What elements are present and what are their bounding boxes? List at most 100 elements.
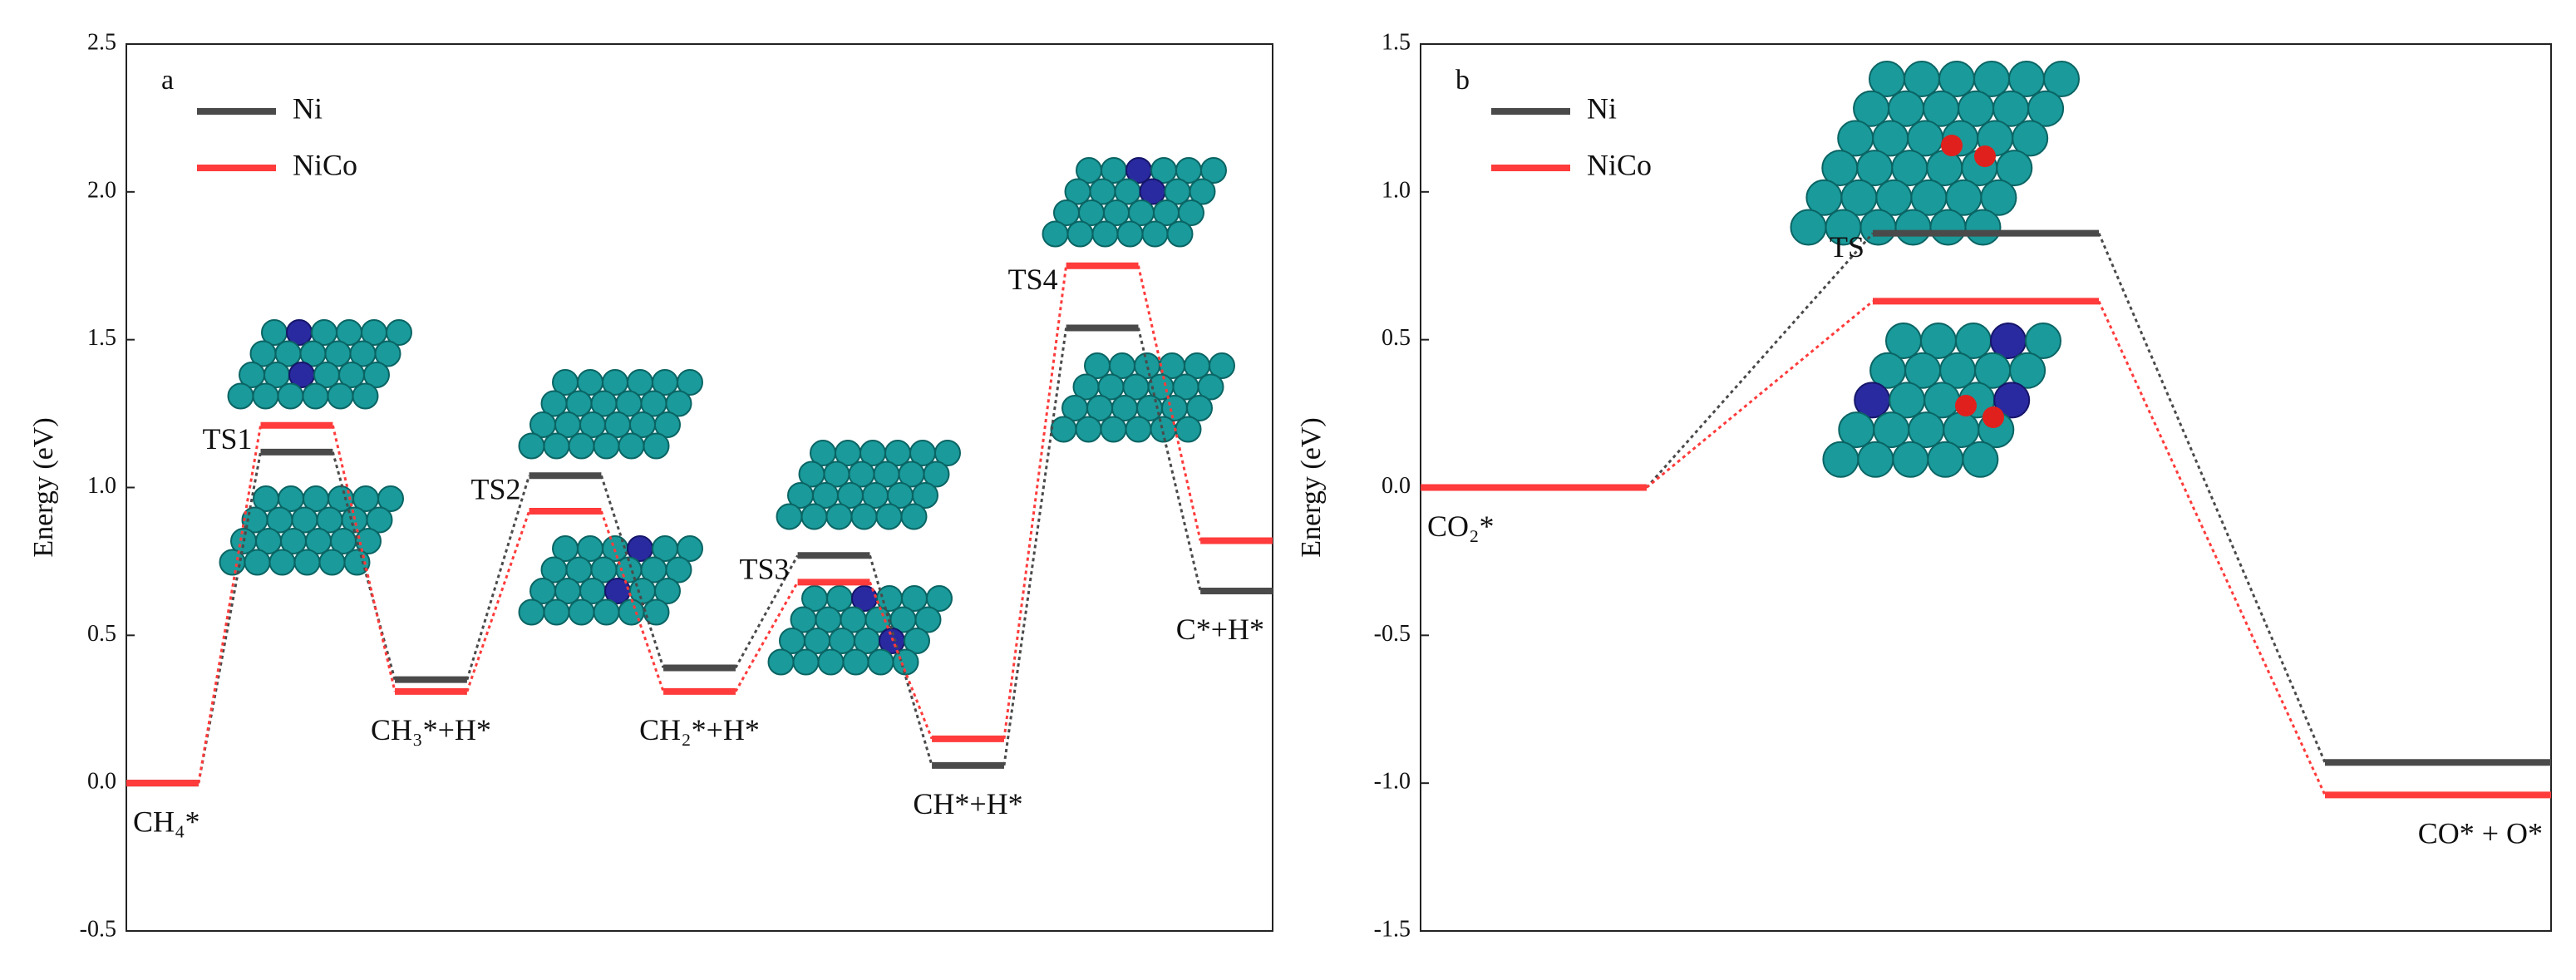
atom (318, 549, 346, 576)
state-label: TS (1830, 230, 1864, 263)
state-label: TS1 (202, 422, 252, 456)
atom (1197, 373, 1224, 401)
atom (875, 503, 903, 530)
atom (518, 432, 545, 460)
atom (2025, 323, 2061, 359)
atom (2027, 90, 2065, 127)
atom (1964, 209, 2002, 246)
atom (1091, 220, 1119, 248)
atom (1116, 220, 1144, 248)
atom (1962, 441, 1999, 478)
atom (252, 382, 279, 410)
atom (1050, 416, 1077, 443)
panel-label: a (161, 65, 174, 96)
connector (197, 425, 262, 784)
atom (776, 503, 803, 530)
y-tick-label: 0.0 (1382, 473, 1411, 499)
atom (665, 556, 692, 584)
atom (1141, 220, 1169, 248)
connector (1002, 265, 1068, 740)
atom (1996, 150, 2033, 187)
y-tick-label: 1.0 (87, 473, 116, 499)
atom (2043, 61, 2080, 97)
connector (2097, 300, 2327, 796)
atom (377, 485, 404, 512)
atom (386, 319, 412, 346)
atom (518, 598, 545, 626)
y-tick-label: 0.5 (87, 621, 116, 647)
legend-label: Ni (293, 91, 323, 125)
connector (869, 581, 933, 740)
connector (600, 510, 665, 692)
atom (1042, 220, 1069, 248)
atom (1066, 220, 1094, 248)
connector (2097, 233, 2327, 763)
atom (934, 440, 961, 466)
y-tick-label: -0.5 (80, 916, 116, 942)
state-label: CH₃*+H* (371, 713, 491, 746)
connector (465, 475, 530, 681)
atom (867, 648, 894, 676)
connector (1646, 300, 1874, 489)
state-label: CH*+H* (913, 787, 1022, 820)
atom (227, 382, 254, 410)
atom (817, 648, 845, 676)
atom (293, 549, 321, 576)
atom (1929, 209, 1967, 246)
connector (734, 554, 799, 669)
atom (1980, 179, 2017, 216)
atom (654, 578, 681, 604)
atom (665, 390, 692, 417)
connector (1137, 265, 1202, 541)
atom (767, 648, 795, 676)
atom (1125, 416, 1152, 443)
atom (1100, 416, 1127, 443)
atom (904, 628, 930, 654)
atom (618, 432, 645, 460)
atom (268, 549, 296, 576)
atom (643, 598, 670, 626)
atom (850, 503, 878, 530)
connector (599, 475, 665, 668)
atom (643, 432, 670, 460)
atom (618, 598, 645, 626)
state-label: CH₄* (133, 805, 200, 838)
atom (593, 432, 620, 460)
atom (1209, 352, 1235, 379)
atom (2012, 120, 2049, 157)
y-tick-label: 2.5 (87, 29, 116, 55)
y-tick-label: -1.0 (1374, 769, 1411, 795)
atom (842, 648, 869, 676)
atom (800, 503, 828, 530)
atom (1941, 135, 1963, 156)
connector (869, 554, 933, 766)
atom (568, 432, 595, 460)
state-label: CO₂* (1427, 510, 1495, 543)
atom (374, 340, 401, 367)
state-label: TS3 (740, 553, 790, 586)
atom (1974, 145, 1996, 167)
atom (568, 598, 595, 626)
state-label: CO* + O* (2418, 817, 2543, 850)
atom (1927, 441, 1964, 478)
atom (912, 482, 938, 509)
atom (363, 362, 390, 388)
connector (1137, 327, 1202, 592)
atom (543, 598, 570, 626)
atom (1166, 220, 1194, 248)
atom (1186, 395, 1213, 421)
legend-label: NiCo (1587, 148, 1652, 181)
connector (331, 425, 396, 692)
connector (1002, 327, 1068, 766)
state-label: C*+H* (1176, 613, 1264, 646)
atom (677, 369, 703, 396)
atom (923, 460, 950, 488)
y-tick-label: 1.5 (1382, 29, 1411, 55)
atom (900, 503, 928, 530)
atom (244, 549, 271, 576)
atom (1175, 416, 1202, 443)
atom (1075, 416, 1102, 443)
atom (277, 382, 304, 410)
